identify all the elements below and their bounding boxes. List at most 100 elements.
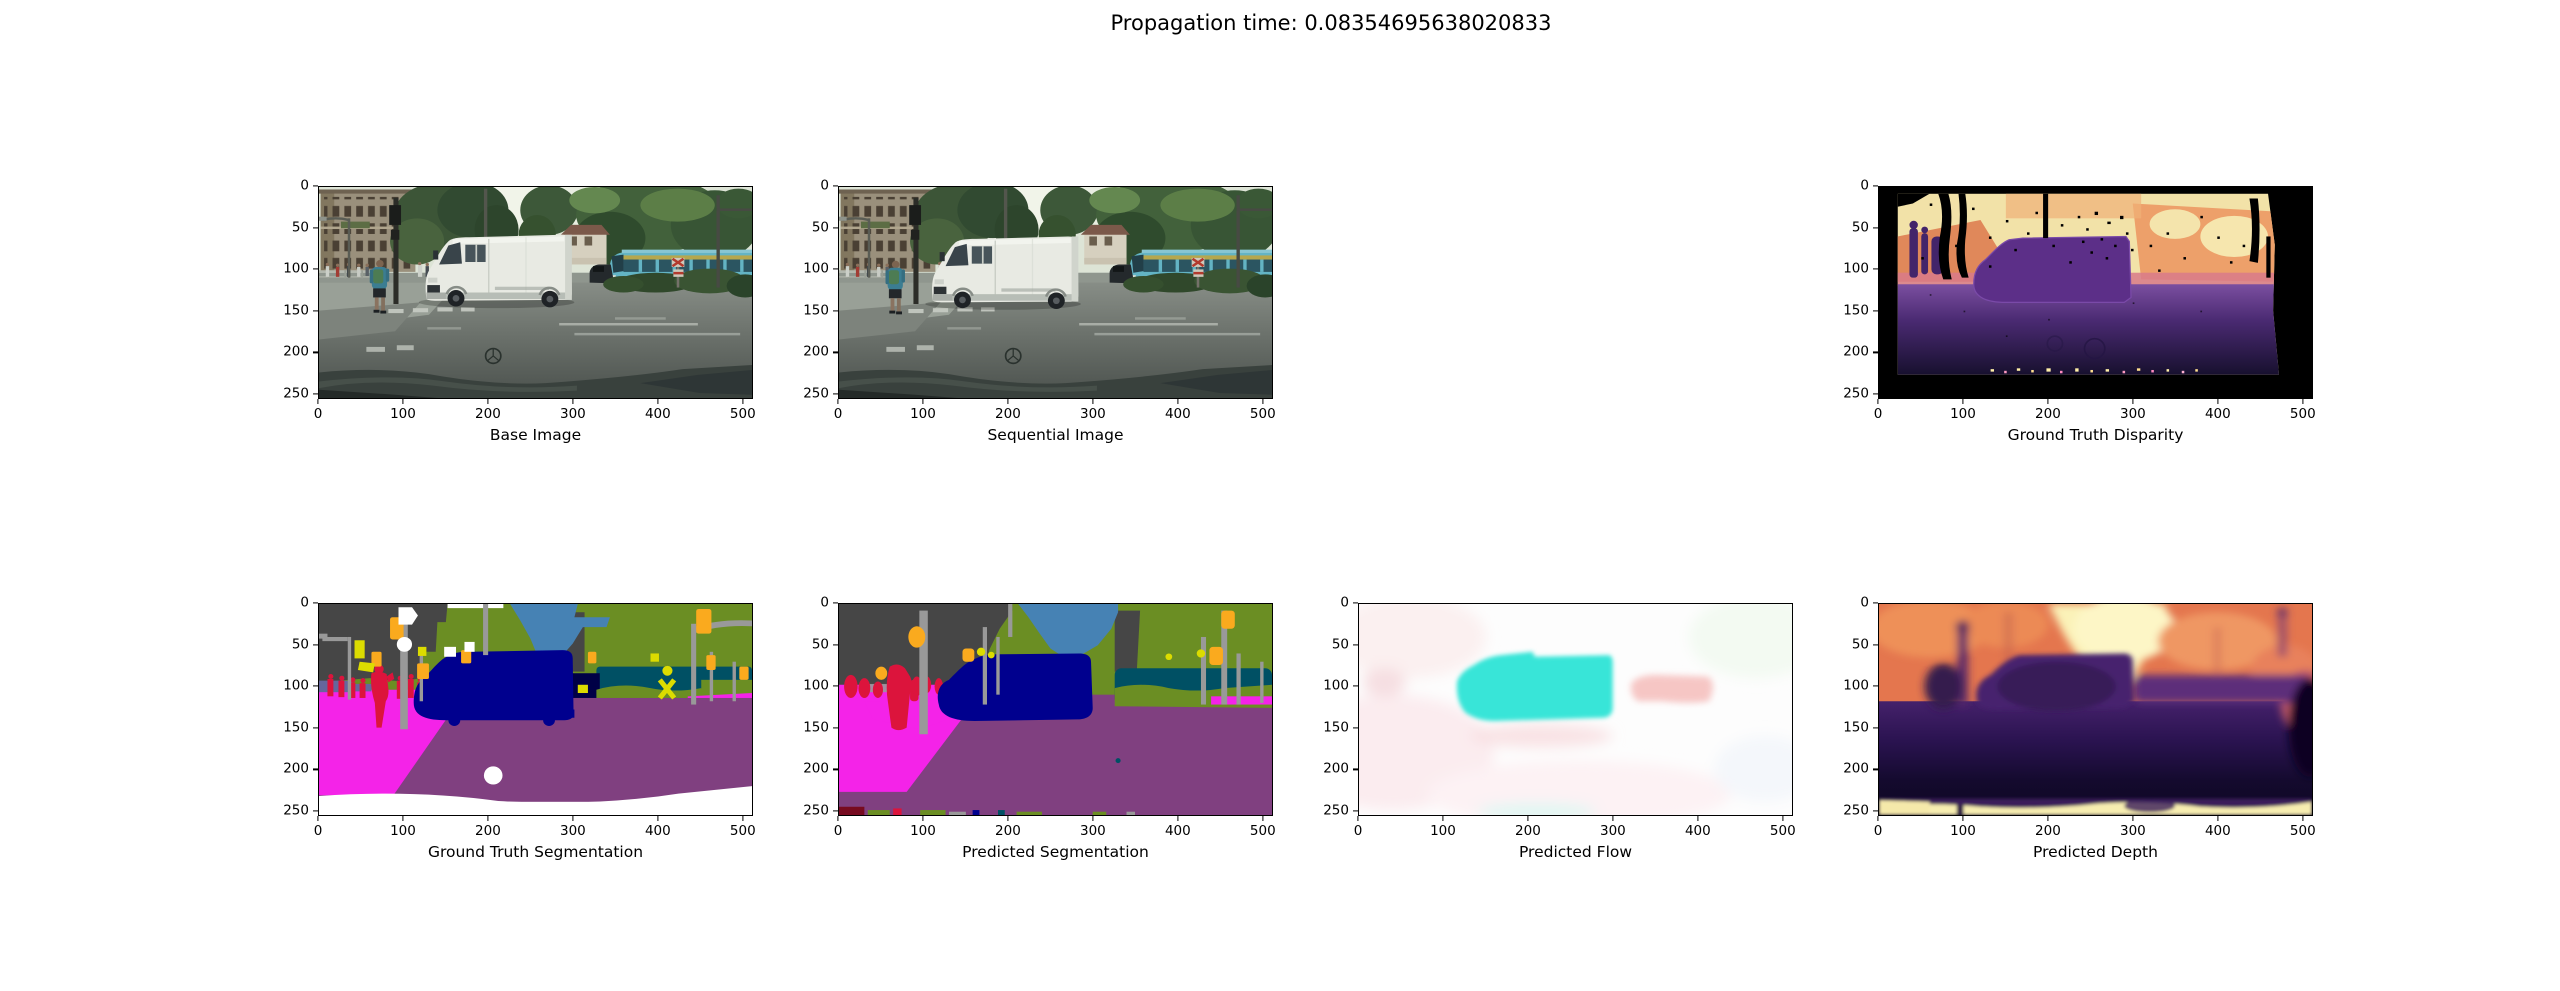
predicted-depth-rendering: [1879, 604, 2312, 815]
x-tick-mark: [657, 399, 659, 404]
y-tick-label: 250: [803, 802, 829, 819]
y-tick-mark: [833, 310, 838, 312]
y-tick-label: 50: [811, 635, 829, 652]
y-tick-label: 100: [1843, 677, 1869, 694]
y-tick-label: 250: [1843, 385, 1869, 402]
x-tick-mark: [1782, 816, 1784, 821]
x-tick-label: 300: [1079, 823, 1106, 839]
predicted-flow-plot-area: [1358, 603, 1793, 816]
y-tick-label: 100: [803, 260, 829, 277]
subplot-xlabel: Predicted Flow: [1518, 843, 1633, 861]
x-tick-mark: [837, 816, 839, 821]
y-tick-mark: [833, 602, 838, 604]
y-tick-mark: [833, 810, 838, 812]
y-tick-mark: [313, 810, 318, 812]
x-tick-mark: [572, 399, 574, 404]
x-tick-mark: [2047, 399, 2049, 404]
y-tick-label: 200: [283, 760, 309, 777]
y-tick-label: 0: [820, 594, 829, 611]
x-tick-label: 500: [2289, 406, 2316, 422]
y-tick-mark: [833, 768, 838, 770]
y-tick-mark: [833, 185, 838, 187]
x-tick-mark: [837, 399, 839, 404]
y-tick-label: 50: [1331, 635, 1349, 652]
y-tick-label: 50: [1851, 635, 1869, 652]
x-tick-label: 500: [1249, 406, 1276, 422]
predicted-flow-rendering: [1359, 604, 1792, 815]
y-tick-mark: [313, 393, 318, 395]
y-tick-label: 150: [803, 302, 829, 319]
x-tick-label: 500: [729, 823, 756, 839]
y-tick-label: 0: [300, 594, 309, 611]
y-tick-mark: [313, 185, 318, 187]
x-tick-mark: [2302, 399, 2304, 404]
y-tick-label: 100: [283, 260, 309, 277]
y-tick-label: 250: [283, 385, 309, 402]
y-tick-mark: [1353, 768, 1358, 770]
y-tick-mark: [833, 685, 838, 687]
x-tick-mark: [2217, 399, 2219, 404]
x-tick-label: 300: [1599, 823, 1626, 839]
subplot-xlabel: Base Image: [489, 426, 582, 444]
flow-background-tints: [1359, 604, 1792, 815]
y-tick-label: 0: [1860, 177, 1869, 194]
x-tick-label: 100: [390, 823, 416, 839]
x-tick-mark: [1877, 816, 1879, 821]
y-tick-mark: [313, 768, 318, 770]
disparity-plot-area: [1878, 186, 2313, 399]
x-tick-mark: [1962, 816, 1964, 821]
x-tick-mark: [2302, 816, 2304, 821]
y-tick-label: 150: [283, 302, 309, 319]
x-tick-mark: [1612, 816, 1614, 821]
x-tick-mark: [1177, 399, 1179, 404]
subplot-xlabel: Ground Truth Segmentation: [427, 843, 644, 861]
x-tick-label: 0: [1873, 406, 1883, 422]
y-tick-label: 150: [1843, 719, 1869, 736]
x-tick-label: 200: [995, 406, 1021, 422]
y-tick-label: 0: [820, 177, 829, 194]
y-tick-mark: [1353, 602, 1358, 604]
x-tick-mark: [1442, 816, 1444, 821]
y-tick-mark: [313, 310, 318, 312]
x-tick-mark: [2132, 399, 2134, 404]
y-tick-mark: [313, 227, 318, 229]
y-tick-mark: [1873, 227, 1878, 229]
y-tick-label: 0: [1860, 594, 1869, 611]
y-tick-label: 200: [283, 343, 309, 360]
y-tick-label: 200: [803, 760, 829, 777]
x-tick-label: 100: [910, 823, 936, 839]
x-tick-mark: [1877, 399, 1879, 404]
x-tick-mark: [657, 816, 659, 821]
x-tick-label: 500: [2289, 823, 2316, 839]
subplot-sequential-image: 0 50 100 150 200 250 0 100 200 300 400 500 Sequent…: [803, 179, 1275, 444]
y-tick-mark: [313, 727, 318, 729]
subplot-xlabel: Ground Truth Disparity: [2007, 426, 2184, 444]
y-tick-label: 150: [803, 719, 829, 736]
x-tick-mark: [1177, 816, 1179, 821]
x-tick-label: 0: [1353, 823, 1363, 839]
x-tick-label: 100: [1950, 406, 1976, 422]
x-tick-mark: [572, 816, 574, 821]
x-tick-label: 400: [2204, 823, 2231, 839]
x-tick-mark: [317, 399, 319, 404]
depth-upper-field: [1879, 604, 2312, 778]
traffic-sign-segments: [354, 640, 673, 676]
subplot-ground-truth-disparity: 0 50 100 150 200 250 0 100 200 300 400 500 Ground …: [1843, 179, 2315, 444]
x-tick-mark: [922, 399, 924, 404]
x-tick-mark: [1962, 399, 1964, 404]
y-tick-label: 200: [1323, 760, 1349, 777]
subplot-predicted-segmentation: 0 50 100 150 200 250 0 100 200 300 400 500 Predict…: [803, 596, 1275, 861]
y-tick-mark: [1873, 727, 1878, 729]
x-tick-label: 200: [1515, 823, 1541, 839]
y-tick-mark: [1353, 810, 1358, 812]
pole-segments: [919, 604, 1264, 735]
van-segment: [937, 653, 1093, 722]
x-tick-mark: [487, 816, 489, 821]
x-tick-label: 0: [833, 406, 843, 422]
y-tick-mark: [1353, 644, 1358, 646]
x-tick-label: 100: [1430, 823, 1456, 839]
x-tick-mark: [1357, 816, 1359, 821]
y-tick-mark: [1873, 768, 1878, 770]
y-tick-label: 0: [300, 177, 309, 194]
y-tick-label: 250: [1323, 802, 1349, 819]
